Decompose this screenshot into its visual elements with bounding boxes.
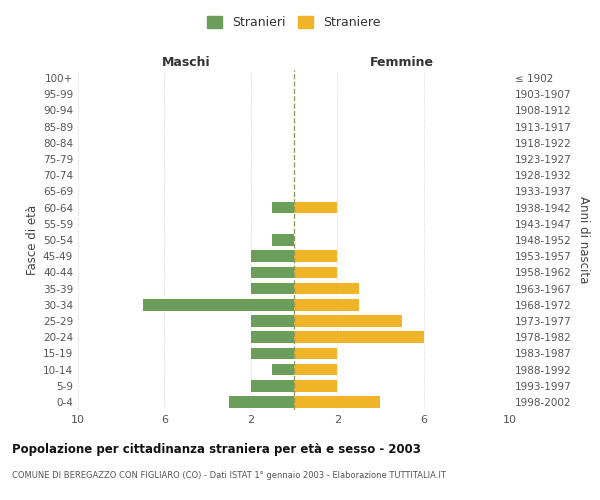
Bar	[294, 282, 359, 294]
Bar	[294, 380, 337, 392]
Bar	[294, 299, 359, 310]
Bar	[294, 266, 337, 278]
Bar	[251, 266, 294, 278]
Bar	[251, 250, 294, 262]
Bar	[251, 315, 294, 327]
Bar	[294, 202, 337, 213]
Text: COMUNE DI BEREGAZZO CON FIGLIARO (CO) - Dati ISTAT 1° gennaio 2003 - Elaborazion: COMUNE DI BEREGAZZO CON FIGLIARO (CO) - …	[12, 471, 446, 480]
Bar	[251, 380, 294, 392]
Text: Maschi: Maschi	[161, 56, 211, 69]
Y-axis label: Fasce di età: Fasce di età	[26, 205, 39, 275]
Bar	[251, 332, 294, 343]
Bar	[229, 396, 294, 407]
Bar	[294, 250, 337, 262]
Bar	[294, 364, 337, 376]
Bar	[294, 332, 424, 343]
Text: Popolazione per cittadinanza straniera per età e sesso - 2003: Popolazione per cittadinanza straniera p…	[12, 442, 421, 456]
Y-axis label: Anni di nascita: Anni di nascita	[577, 196, 590, 284]
Bar	[143, 299, 294, 310]
Bar	[294, 348, 337, 359]
Bar	[272, 234, 294, 246]
Bar	[294, 315, 402, 327]
Bar	[272, 202, 294, 213]
Bar	[251, 348, 294, 359]
Bar	[294, 396, 380, 407]
Bar	[272, 364, 294, 376]
Legend: Stranieri, Straniere: Stranieri, Straniere	[202, 11, 386, 34]
Bar	[251, 282, 294, 294]
Text: Femmine: Femmine	[370, 56, 434, 69]
